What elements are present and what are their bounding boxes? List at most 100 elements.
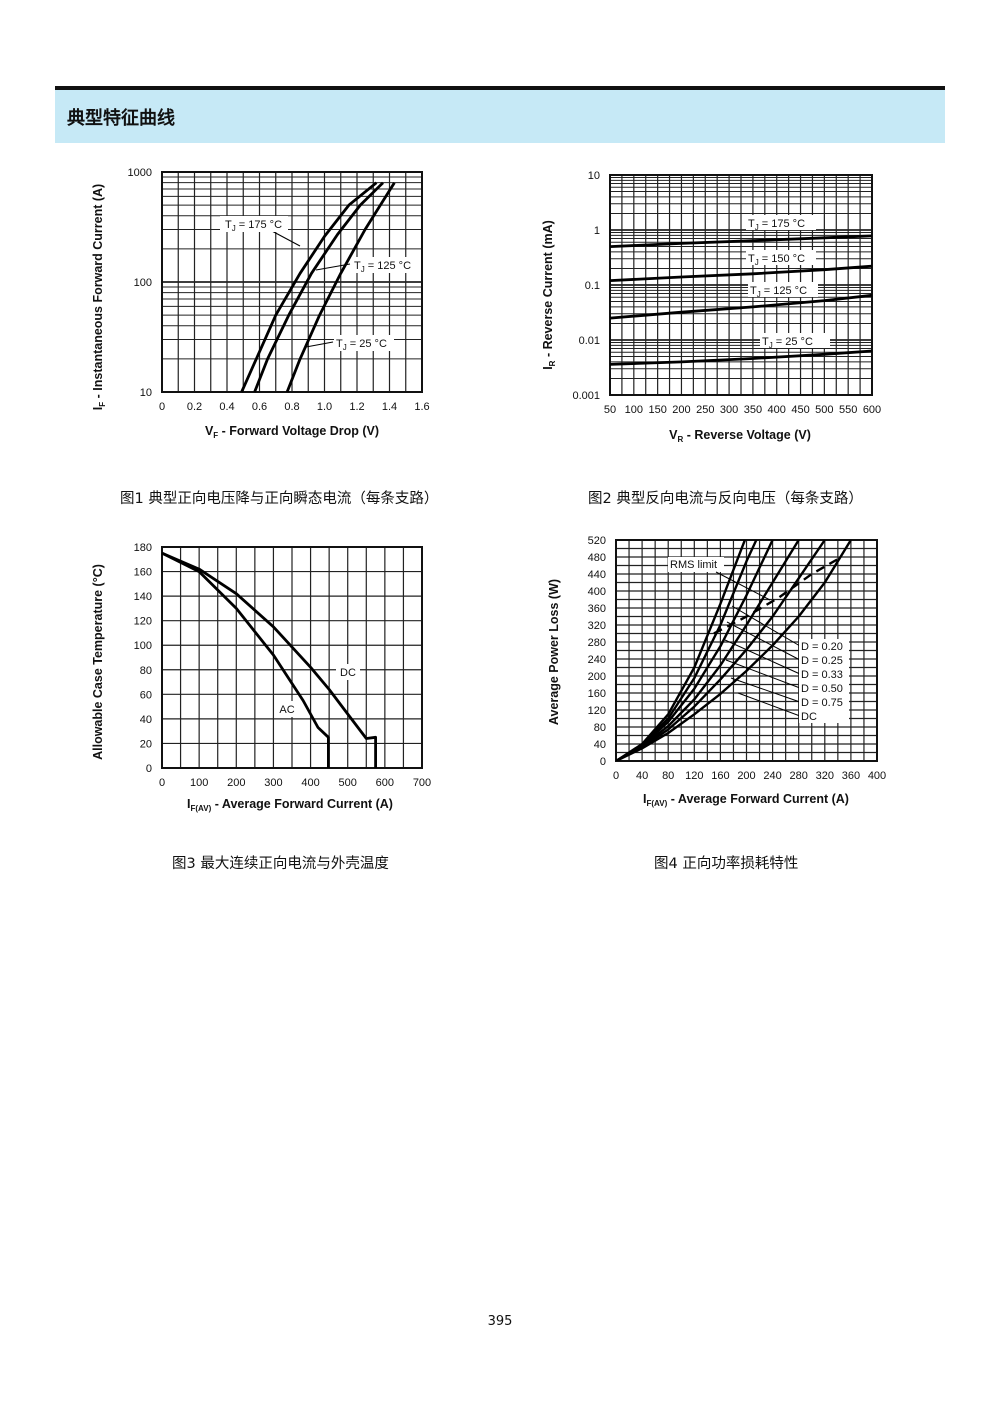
y-tick-label: 160 bbox=[588, 688, 606, 700]
annotation-leader bbox=[315, 263, 351, 271]
x-tick-label: 400 bbox=[768, 404, 786, 416]
y-tick-label: 80 bbox=[140, 665, 152, 677]
y-tick-label: 240 bbox=[588, 654, 606, 666]
plot-frame bbox=[609, 174, 873, 396]
x-tick-label: 400 bbox=[301, 777, 319, 789]
figure-4-caption: 图4 正向功率损耗特性 bbox=[654, 856, 799, 872]
series-label-175: TJ = 175 °C bbox=[225, 219, 282, 233]
y-tick-label: 360 bbox=[588, 603, 606, 615]
y-tick-label: 140 bbox=[134, 591, 152, 603]
y-tick-label: 1000 bbox=[128, 167, 152, 179]
y-tick-label: 0.001 bbox=[572, 390, 600, 402]
series-line bbox=[609, 349, 873, 366]
annotation-bg bbox=[220, 216, 288, 232]
series-line bbox=[616, 540, 826, 761]
annotation-leader bbox=[726, 621, 801, 661]
x-tick-label: 150 bbox=[648, 404, 666, 416]
series-label: D = 0.25 bbox=[801, 655, 843, 667]
y-tick-label: 1 bbox=[594, 225, 600, 237]
y-tick-label: 440 bbox=[588, 569, 606, 581]
y-tick-label: 180 bbox=[134, 542, 152, 554]
annotation-leader bbox=[724, 639, 801, 675]
annotation-bg bbox=[799, 653, 849, 667]
series-label-ac: AC bbox=[279, 704, 294, 716]
y-tick-label: 40 bbox=[594, 739, 606, 751]
y-tick-label: 480 bbox=[588, 552, 606, 564]
series-line bbox=[161, 551, 330, 768]
series-label: DC bbox=[801, 711, 817, 723]
annotation-bg bbox=[748, 282, 818, 297]
series-label-25: TJ = 25 °C bbox=[762, 336, 813, 350]
annotation-bg bbox=[799, 667, 849, 681]
figure-2-caption: 图2 典型反向电流与反向电压（每条支路） bbox=[588, 491, 863, 507]
series-label: D = 0.20 bbox=[801, 641, 843, 653]
series-line bbox=[161, 551, 378, 768]
annotation-leader bbox=[731, 605, 801, 647]
x-tick-label: 300 bbox=[720, 404, 738, 416]
series-label-175: TJ = 175 °C bbox=[748, 218, 805, 232]
x-tick-label: 600 bbox=[376, 777, 394, 789]
plot-frame bbox=[615, 539, 878, 762]
series-label-dc: DC bbox=[340, 667, 356, 679]
annotation-bg bbox=[336, 664, 360, 680]
x-tick-label: 0 bbox=[159, 401, 165, 413]
x-tick-label: 300 bbox=[264, 777, 282, 789]
series-label-25: TJ = 25 °C bbox=[336, 338, 387, 352]
series-line bbox=[609, 293, 873, 320]
series-group bbox=[616, 540, 852, 761]
x-tick-label: 550 bbox=[839, 404, 857, 416]
series-label-125: TJ = 125 °C bbox=[354, 260, 411, 274]
x-tick-label: 450 bbox=[791, 404, 809, 416]
x-tick-label: 240 bbox=[763, 770, 781, 782]
y-tick-label: 120 bbox=[134, 616, 152, 628]
x-tick-label: 360 bbox=[842, 770, 860, 782]
series-line bbox=[240, 181, 378, 393]
y-axis-label: Average Power Loss (W) bbox=[547, 579, 561, 725]
grid bbox=[161, 546, 423, 769]
series-line bbox=[616, 540, 852, 761]
y-tick-label: 0.1 bbox=[585, 280, 600, 292]
y-tick-label: 280 bbox=[588, 637, 606, 649]
x-tick-label: 0.6 bbox=[252, 401, 267, 413]
figure-4: 0 40 80 120 160 200 240 280 320 360 400 0 40 80 120 160… bbox=[547, 535, 886, 808]
annotation-bg bbox=[275, 701, 299, 717]
y-tick-label: 20 bbox=[140, 738, 152, 750]
y-tick-label: 160 bbox=[134, 567, 152, 579]
series-label: D = 0.50 bbox=[801, 683, 843, 695]
series-line bbox=[253, 181, 384, 393]
x-tick-label: 0 bbox=[613, 770, 619, 782]
x-axis-label: IF(AV) - Average Forward Current (A) bbox=[643, 792, 849, 808]
x-tick-label: 1.6 bbox=[414, 401, 429, 413]
y-tick-label: 200 bbox=[588, 671, 606, 683]
figure-1: 0 0.2 0.4 0.6 0.8 1.0 1.2 1.4 1.6 10 100 1000 TJ = 1… bbox=[91, 167, 430, 440]
x-tick-label: 200 bbox=[227, 777, 245, 789]
y-axis-label: IF - Instantaneous Forward Current (A) bbox=[91, 184, 107, 410]
x-tick-label: 100 bbox=[625, 404, 643, 416]
y-tick-label: 0 bbox=[600, 756, 606, 768]
series-label-125: TJ = 125 °C bbox=[750, 285, 807, 299]
x-tick-label: 700 bbox=[413, 777, 431, 789]
annotation-bg bbox=[746, 215, 816, 230]
x-tick-label: 0.2 bbox=[187, 401, 202, 413]
annotation-leader bbox=[737, 692, 801, 717]
figure-3-caption: 图3 最大连续正向电流与外壳温度 bbox=[172, 856, 389, 872]
x-tick-label: 350 bbox=[744, 404, 762, 416]
y-tick-label: 100 bbox=[134, 277, 152, 289]
annotation-bg bbox=[799, 681, 849, 695]
x-tick-label: 600 bbox=[863, 404, 881, 416]
x-tick-label: 280 bbox=[790, 770, 808, 782]
section-header: 典型特征曲线 bbox=[55, 90, 945, 143]
series-line bbox=[609, 234, 873, 248]
annotation-bg bbox=[799, 695, 849, 709]
annotation-leader bbox=[305, 341, 334, 348]
x-tick-label: 0.8 bbox=[284, 401, 299, 413]
y-axis-label: IR - Reverse Current (mA) bbox=[541, 220, 557, 370]
series-label-150: TJ = 150 °C bbox=[748, 253, 805, 267]
annotation-bg bbox=[352, 257, 418, 273]
x-tick-label: 500 bbox=[815, 404, 833, 416]
x-tick-label: 0 bbox=[159, 777, 165, 789]
y-tick-label: 0 bbox=[146, 763, 152, 775]
annotation-bg bbox=[668, 557, 724, 572]
x-tick-label: 400 bbox=[868, 770, 886, 782]
plot-frame bbox=[161, 171, 423, 393]
